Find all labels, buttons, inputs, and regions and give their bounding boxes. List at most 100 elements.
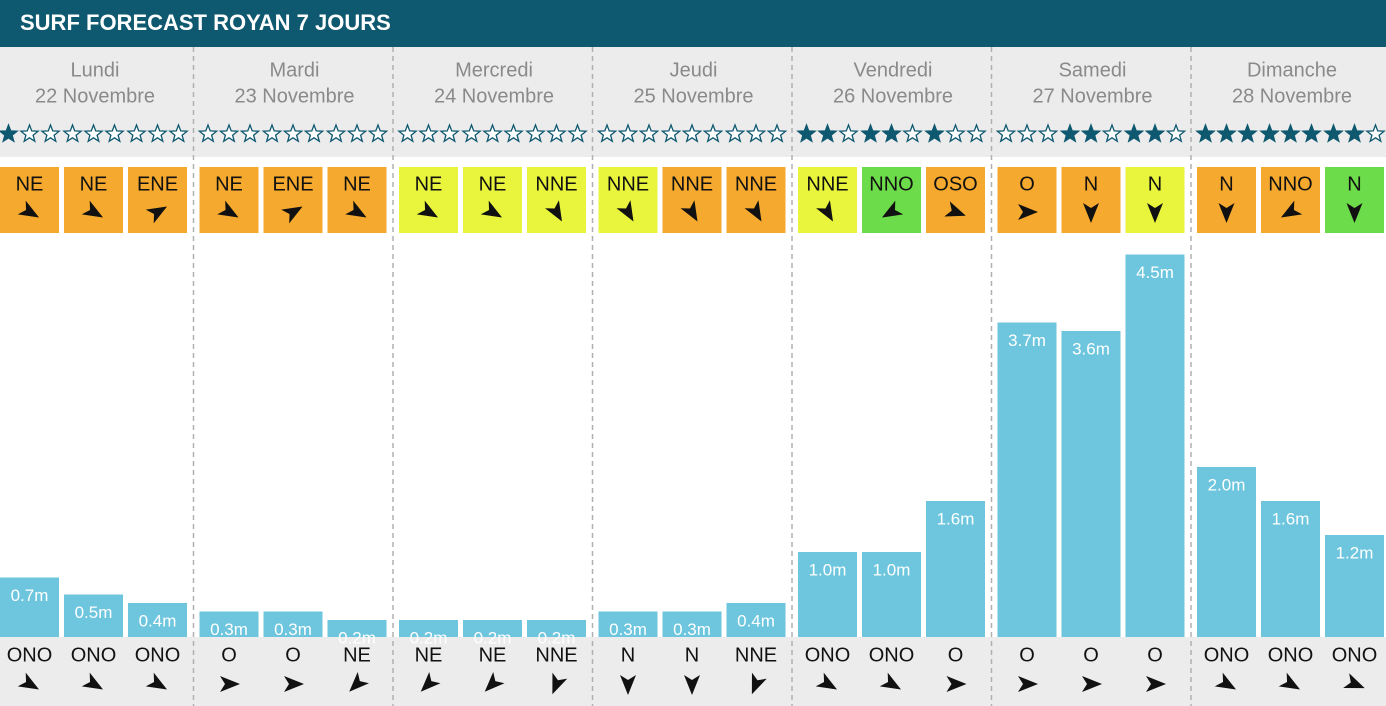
value-label: 2.0m <box>1208 475 1246 494</box>
star <box>1144 123 1166 143</box>
star <box>945 123 966 143</box>
star <box>966 123 987 143</box>
wind-direction: NE <box>16 173 44 195</box>
bar <box>997 322 1057 637</box>
wind-arrow <box>680 200 698 222</box>
star <box>1101 123 1123 143</box>
wind-direction: NNE <box>671 173 713 195</box>
swell-direction: ONO <box>1268 644 1314 666</box>
swell-direction: ONO <box>135 644 181 666</box>
wind-direction: OSO <box>933 173 977 195</box>
bar <box>726 603 786 637</box>
wind-box <box>128 167 187 233</box>
value-label: 4.5m <box>1136 263 1174 282</box>
day-name: Mardi <box>269 59 319 81</box>
wind-box <box>862 167 921 233</box>
swell-arrow <box>145 672 168 690</box>
day-date: 24 Novembre <box>434 85 554 107</box>
wind-direction: NNE <box>535 173 577 195</box>
bar <box>463 620 522 637</box>
rating <box>1195 123 1258 143</box>
wind-direction: ENE <box>137 173 178 195</box>
value-label: 0.4m <box>139 611 177 630</box>
star <box>860 123 881 143</box>
wind-direction: NE <box>479 173 507 195</box>
swell-direction: ONO <box>71 644 117 666</box>
swell-arrow <box>620 675 636 695</box>
star <box>924 123 945 143</box>
wind-arrow <box>81 200 104 218</box>
star <box>325 123 347 143</box>
star <box>567 123 588 143</box>
star <box>40 123 61 143</box>
swell-arrow <box>17 672 40 690</box>
wind-box <box>1261 167 1320 233</box>
rating <box>724 123 788 143</box>
wind-direction: N <box>1219 173 1233 195</box>
bar <box>798 552 857 637</box>
wind-arrow <box>944 201 966 217</box>
value-label: 3.6m <box>1072 339 1110 358</box>
rating <box>525 123 588 143</box>
day-name: Lundi <box>71 59 120 81</box>
rating <box>796 123 859 143</box>
bar <box>1061 331 1121 637</box>
wind-arrow <box>744 200 762 222</box>
swell-direction: ONO <box>805 644 851 666</box>
day-name: Mercredi <box>455 59 533 81</box>
wind-direction: NE <box>415 173 443 195</box>
star <box>638 123 660 143</box>
bar <box>1261 501 1320 637</box>
star <box>1301 123 1322 143</box>
swell-direction: NE <box>479 644 507 666</box>
day-date: 22 Novembre <box>35 85 155 107</box>
star <box>766 123 788 143</box>
rating <box>860 123 923 143</box>
rating <box>461 123 524 143</box>
swell-direction: ONO <box>1204 644 1250 666</box>
swell-band <box>0 637 1386 706</box>
wind-box <box>527 167 586 233</box>
value-label: 3.7m <box>1008 331 1046 350</box>
rating <box>62 123 125 143</box>
star <box>1365 123 1386 143</box>
wind-box <box>926 167 985 233</box>
star <box>503 123 524 143</box>
bar <box>598 611 658 637</box>
wind-arrow <box>1083 203 1099 223</box>
bar <box>527 620 586 637</box>
wind-direction: ENE <box>272 173 313 195</box>
value-label: 0.2m <box>474 628 512 647</box>
swell-arrow <box>420 671 441 692</box>
swell-direction: O <box>1083 644 1099 666</box>
star <box>147 123 168 143</box>
wind-direction: N <box>1347 173 1361 195</box>
swell-direction: O <box>1147 644 1163 666</box>
bar <box>0 577 59 637</box>
wind-direction: O <box>1019 173 1035 195</box>
star <box>1259 123 1280 143</box>
bar <box>1325 535 1384 637</box>
wind-arrow <box>1280 200 1303 218</box>
star <box>596 123 618 143</box>
swell-direction: O <box>221 644 237 666</box>
wind-box <box>598 167 658 233</box>
wind-arrow <box>345 200 367 218</box>
value-label: 0.5m <box>75 603 113 622</box>
star <box>439 123 460 143</box>
star <box>282 123 304 143</box>
swell-direction: O <box>285 644 301 666</box>
swell-arrow <box>552 672 568 695</box>
wind-direction: NNO <box>1268 173 1312 195</box>
wind-box <box>263 167 323 233</box>
wind-direction: NNE <box>735 173 777 195</box>
star <box>1195 123 1216 143</box>
swell-arrow <box>284 676 304 692</box>
wind-arrow <box>881 200 904 218</box>
wind-arrow <box>17 200 40 218</box>
swell-arrow <box>1082 676 1102 692</box>
day-name: Vendredi <box>854 59 933 81</box>
wind-arrow <box>1147 203 1163 223</box>
swell-arrow <box>751 672 767 695</box>
